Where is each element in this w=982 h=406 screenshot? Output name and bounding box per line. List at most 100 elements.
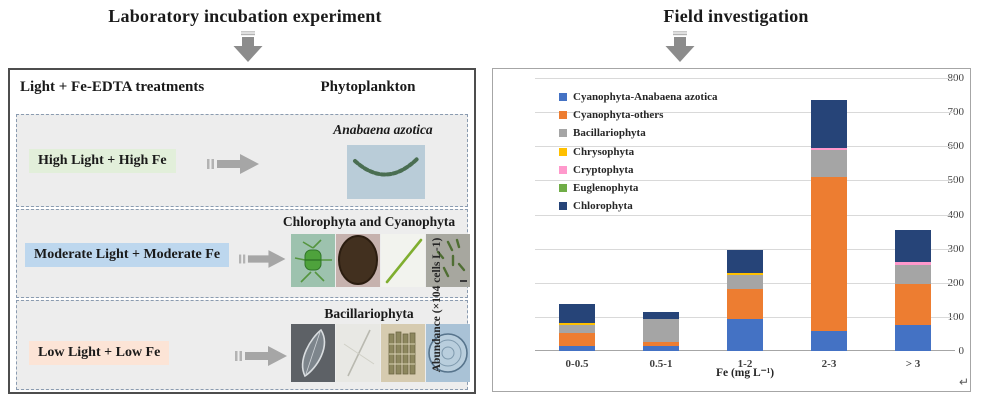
gridline [535,214,955,216]
bar-segment-Chlorophyta [895,229,931,263]
right-arrow-icon [235,346,287,366]
gridline [535,78,955,79]
bar-segment-Chlorophyta [727,250,763,273]
bar-segment-Cryptophyta [811,147,847,150]
legend-label: Chrysophyta [573,145,635,158]
legend-item: Chrysophyta [559,143,718,161]
x-tick-label: > 3 [905,358,921,370]
legend-swatch-icon [559,147,567,156]
plot-area [535,78,955,351]
bar-segment-Cyanophyta-others [559,333,595,346]
legend-item: Cryptophyta [559,161,718,179]
down-arrow-icon [665,31,695,62]
gridline [535,248,955,250]
stacked-bar-chart: Abundance (×104 cells L-1) 0 100 200 300 400… [431,68,971,392]
treatment-label-high: High Light + High Fe [29,149,176,173]
bar-segment-Bacillariophyta [559,324,595,334]
legend-swatch-icon [559,93,567,102]
x-axis-title: Fe (mg L⁻¹) [715,367,775,379]
bar-segment-Chlorophyta [811,100,847,148]
x-tick-label: 2-3 [821,358,837,370]
right-panel-title: Field investigation [663,6,809,26]
legend-swatch-icon [559,184,567,193]
gridline [535,112,955,114]
legend-swatch-icon [559,129,567,138]
treatment-row-high: High Light + High Fe Anabaena azotica [16,114,468,207]
centric-diatom-photo [426,324,470,382]
right-arrow-icon [239,250,286,268]
bar-segment-Cyanophyta-Anabaena azotica [895,325,931,351]
result-label-bacillariophyta: Bacillariophyta [324,306,414,321]
treatment-row-moderate: Chlorophyta and Cyanophyta Moderate Ligh… [16,209,470,298]
y-tick-label: 800 [947,72,965,84]
y-tick-label: 400 [947,208,965,221]
cyanophyte-rods-photo [426,234,470,287]
legend-label: Cryptophyta [573,163,634,176]
chart-legend: Cyanophyta-Anabaena azotica Cyanophyta-ot… [559,88,718,215]
treatment-label-low: Low Light + Low Fe [29,341,170,365]
y-tick-label: 600 [947,140,965,153]
legend-label: Cyanophyta-others [573,109,664,122]
right-arrow-icon [207,154,259,174]
gridline [535,146,955,148]
green-needle-photo [381,234,425,287]
microcystis-colony-photo [336,234,380,287]
legend-label: Cyanophyta-Anabaena azotica [573,91,718,104]
y-tick-label: 100 [947,310,965,323]
bar-segment-Cyanophyta-Anabaena azotica [727,318,763,351]
bar-segment-Cyanophyta-others [895,283,931,326]
x-tick-label: 0.5-1 [649,358,673,370]
y-tick-label: 700 [947,106,965,119]
bar-segment-Chlorophyta [643,312,679,319]
bar-segment-Bacillariophyta [643,318,679,343]
down-arrow-icon [233,31,263,62]
legend-item: Cyanophyta-others [559,106,718,124]
treatment-row-low: Bacillariophyta Low Light + Low Fe [16,300,470,390]
bar-segment-Cyanophyta-others [811,176,847,331]
y-tick-label: 300 [947,242,965,255]
bar-segment-Bacillariophyta [811,149,847,177]
legend-item: Chlorophyta [559,197,718,215]
bar-segment-Cryptophyta [895,262,931,266]
bar-segment-Chrysophyta [559,323,595,325]
staurastrum-photo [291,234,335,287]
bar-segment-Chlorophyta [559,303,595,324]
bar-segment-Cyanophyta-Anabaena azotica [643,345,679,351]
result-label-anabaena: Anabaena azotica [333,122,433,137]
bar-segment-Chrysophyta [727,272,763,275]
bar-segment-Cyanophyta-Anabaena azotica [811,330,847,351]
result-label-chloro-cyano: Chlorophyta and Cyanophyta [282,214,456,229]
treatments-header: Light + Fe-EDTA treatments [20,79,205,95]
gridline [535,180,955,182]
bar-segment-Bacillariophyta [727,274,763,289]
legend-label: Bacillariophyta [573,127,646,140]
y-tick-label: 200 [947,276,965,289]
lab-experiment-box: Light + Fe-EDTA treatments Phytoplankton… [8,68,476,394]
x-tick-label: 0-0.5 [565,358,589,370]
y-tick-label: 0 [958,345,965,357]
legend-item: Bacillariophyta [559,124,718,142]
anabaena-chain-photo [347,145,425,199]
fragilaria-ribbon-photo [381,324,425,382]
legend-swatch-icon [559,111,567,120]
phytoplankton-header: Phytoplankton [320,79,416,95]
y-tick-label: 500 [947,174,965,187]
legend-label: Chlorophyta [573,200,633,213]
legend-swatch-icon [559,165,567,174]
paragraph-return-mark: ↵ [959,375,970,389]
legend-item: Cyanophyta-Anabaena azotica [559,88,718,106]
navicula-diatom-photo [291,324,335,382]
legend-swatch-icon [559,202,567,211]
x-tick-label: 1-2 [737,358,753,370]
bar-segment-Cyanophyta-others [643,342,679,346]
bar-segment-Bacillariophyta [895,265,931,284]
bar-segment-Cyanophyta-Anabaena azotica [559,345,595,351]
y-axis-title: Abundance (×104 cells L-1) [431,237,443,373]
pennate-diatom-photo [336,324,380,382]
treatment-label-moderate: Moderate Light + Moderate Fe [25,243,230,267]
left-panel-title: Laboratory incubation experiment [108,6,382,26]
legend-label: Euglenophyta [573,182,639,195]
bar-segment-Cyanophyta-others [727,288,763,319]
legend-item: Euglenophyta [559,179,718,197]
